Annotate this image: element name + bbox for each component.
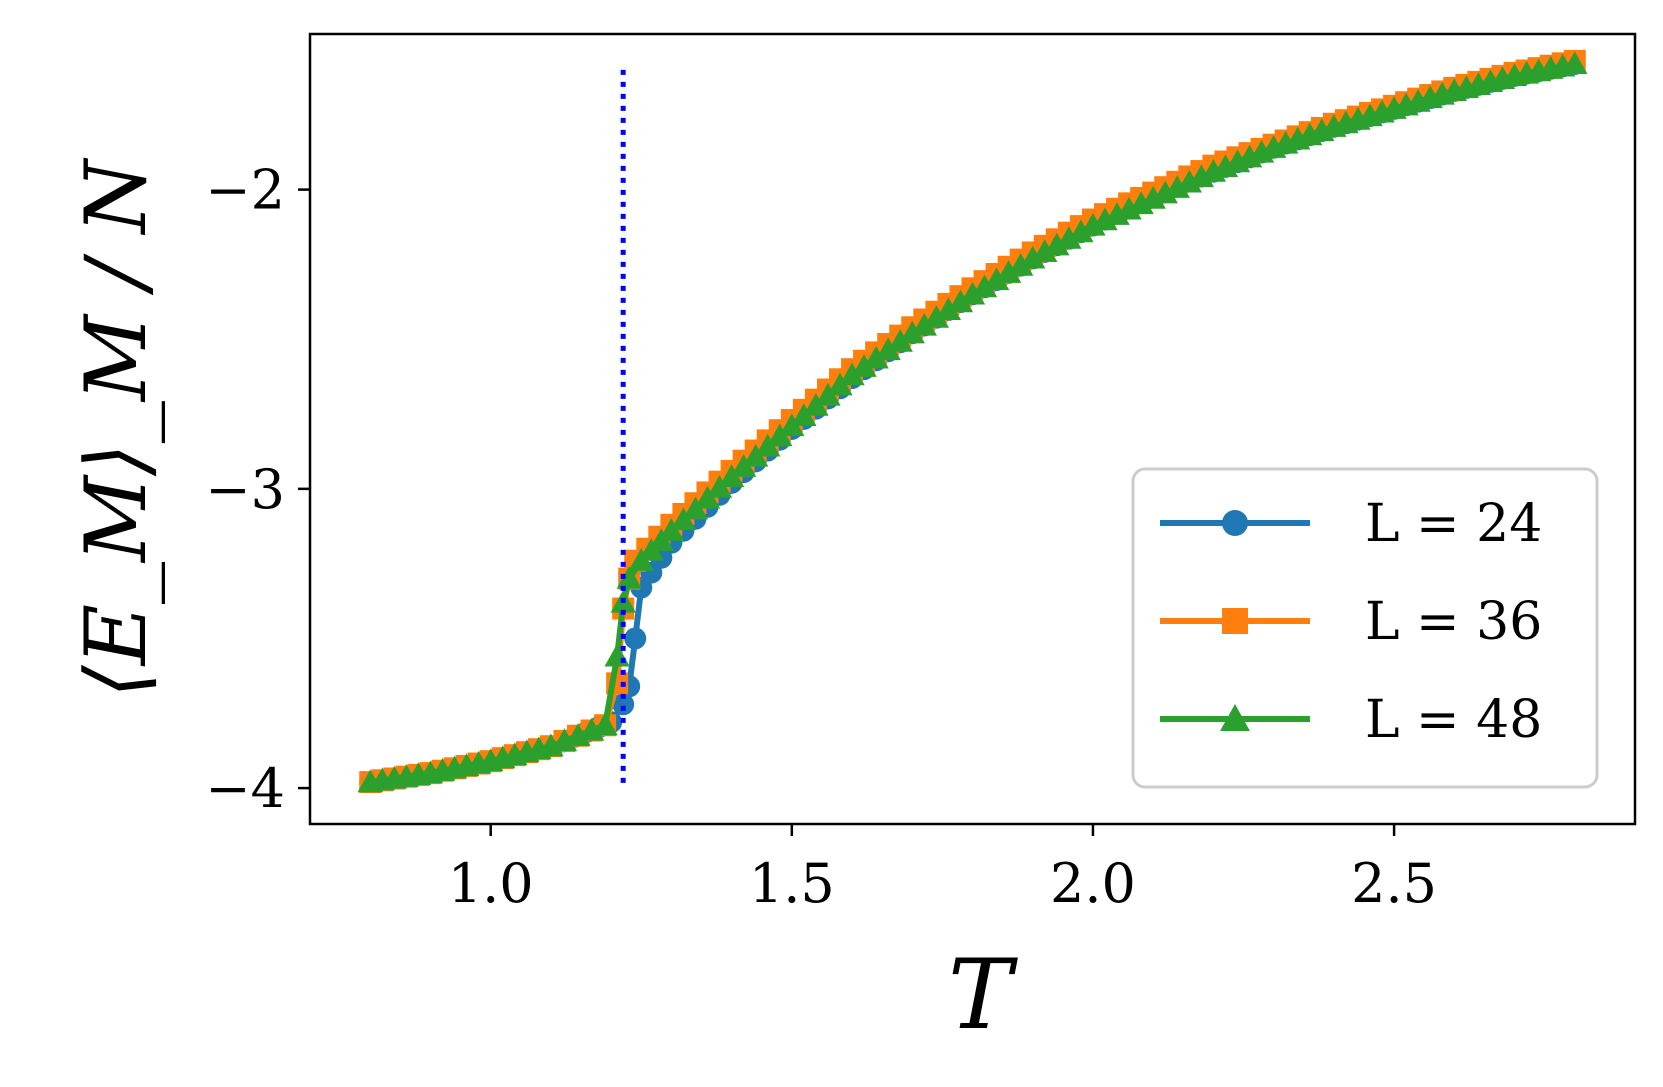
data-point xyxy=(851,354,877,377)
plot-area xyxy=(357,49,1588,794)
data-point xyxy=(983,267,1010,291)
data-point xyxy=(1068,219,1094,243)
data-point xyxy=(1020,245,1046,269)
legend-label: L = 36 xyxy=(1365,592,1542,652)
data-point xyxy=(1369,99,1395,123)
data-point xyxy=(791,403,817,426)
data-point xyxy=(1489,66,1516,90)
data-point xyxy=(578,717,605,741)
legend-marker xyxy=(1222,608,1248,634)
data-point xyxy=(1248,139,1275,163)
y-axis-label: ⟨E_M⟩_M / N xyxy=(67,157,165,698)
x-axis-label: T xyxy=(948,939,1018,1051)
legend-label: L = 48 xyxy=(1365,690,1542,750)
data-point xyxy=(465,750,492,774)
series-2 xyxy=(357,51,1588,793)
x-tick-label: 2.5 xyxy=(1351,852,1437,915)
legend-entry-1: L = 36 xyxy=(1160,592,1542,652)
data-point xyxy=(592,712,618,736)
data-point xyxy=(526,736,552,760)
data-point xyxy=(767,423,793,447)
y-tick-label: −3 xyxy=(205,458,285,521)
data-point xyxy=(923,305,950,328)
x-tick-label: 1.5 xyxy=(749,852,835,915)
data-point xyxy=(959,281,986,305)
data-point xyxy=(706,475,733,498)
legend-entry-0: L = 24 xyxy=(1160,494,1542,554)
data-point xyxy=(839,362,865,386)
data-point xyxy=(648,528,674,551)
data-point xyxy=(1128,191,1154,215)
data-point xyxy=(718,464,745,487)
data-point xyxy=(935,297,962,321)
y-tick-label: −2 xyxy=(205,159,285,222)
legend-marker xyxy=(1222,510,1248,536)
data-point xyxy=(971,274,998,298)
data-point xyxy=(1056,226,1082,249)
legend-marker xyxy=(1220,704,1250,731)
data-point xyxy=(803,393,829,416)
data-point xyxy=(911,312,937,336)
data-point xyxy=(624,627,647,650)
data-point xyxy=(616,565,642,589)
data-point xyxy=(1032,239,1058,262)
legend-entry-2: L = 48 xyxy=(1160,690,1542,750)
x-axis-ticks: 1.0 1.5 2.0 2.5 xyxy=(448,824,1437,915)
data-point xyxy=(1309,118,1335,142)
data-point xyxy=(1044,232,1070,256)
data-point xyxy=(1008,252,1034,276)
legend-label: L = 24 xyxy=(1365,494,1542,554)
data-point xyxy=(405,762,432,786)
data-point xyxy=(815,382,841,406)
data-point xyxy=(899,320,925,344)
legend-box xyxy=(1131,467,1599,789)
data-point xyxy=(612,693,635,716)
data-point xyxy=(1188,164,1215,188)
x-tick-label: 1.0 xyxy=(448,852,534,915)
data-point xyxy=(1550,53,1576,77)
data-point xyxy=(947,289,974,313)
axes-frame xyxy=(308,32,1637,826)
data-point xyxy=(1429,81,1455,105)
data-point xyxy=(875,337,901,361)
data-point xyxy=(995,260,1022,283)
data-point xyxy=(755,433,781,457)
x-tick-label: 2.0 xyxy=(1050,852,1136,915)
data-point xyxy=(743,443,769,467)
legend: L = 24 L = 36 L = 48 xyxy=(1131,467,1599,789)
data-point xyxy=(730,454,757,477)
data-point xyxy=(779,413,805,437)
data-point xyxy=(827,372,853,396)
data-point xyxy=(887,328,913,352)
y-tick-label: −4 xyxy=(205,757,285,820)
y-axis-ticks: −4 −3 −2 xyxy=(205,159,310,820)
data-point xyxy=(863,345,889,369)
